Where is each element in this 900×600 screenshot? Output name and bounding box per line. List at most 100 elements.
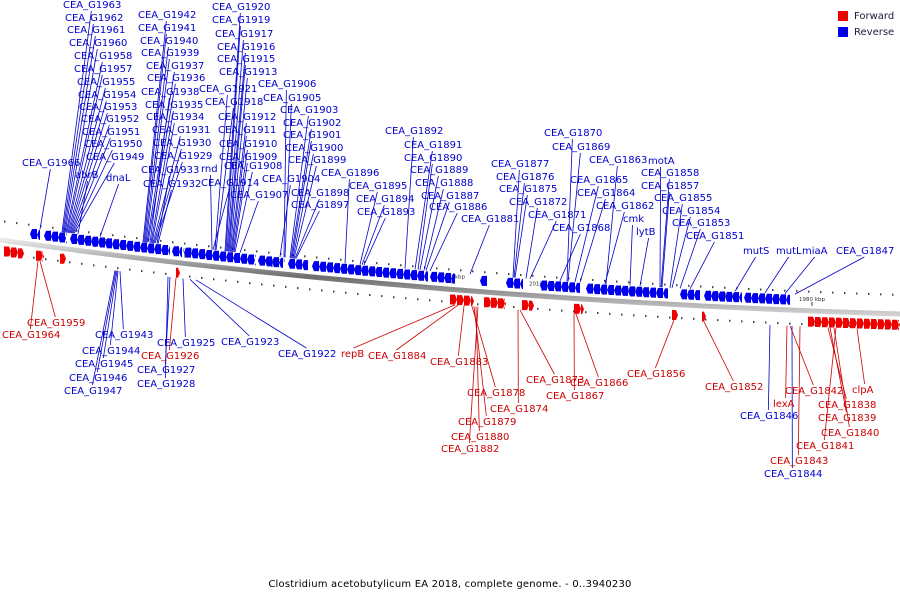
reverse-gene	[179, 247, 182, 258]
forward-gene-label: repB	[341, 349, 364, 360]
minor-tick	[669, 316, 671, 319]
minor-tick	[225, 279, 227, 282]
reverse-gene-leader	[224, 12, 241, 252]
forward-gene-leader	[168, 277, 177, 351]
reverse-gene-label: CEA_G1881	[461, 214, 519, 225]
reverse-gene-label: CEA_G1951	[82, 127, 140, 138]
minor-tick	[532, 274, 534, 277]
reverse-gene-label: CEA_G1910	[219, 139, 277, 150]
reverse-gene	[65, 233, 67, 244]
reverse-gene-label: CEA_G1890	[404, 153, 462, 164]
reverse-gene	[480, 275, 487, 286]
reverse-gene-leader	[233, 162, 248, 253]
reverse-gene-label: CEA_G1923	[221, 337, 279, 348]
reverse-gene-leader	[227, 52, 246, 252]
reverse-gene	[382, 267, 389, 278]
forward-gene-label: CEA_G1867	[546, 391, 604, 402]
reverse-gene	[319, 261, 326, 272]
forward-gene	[498, 298, 505, 309]
minor-tick	[429, 299, 431, 302]
minor-tick	[273, 284, 275, 287]
reverse-gene	[424, 271, 428, 282]
reverse-gene-leader	[361, 204, 385, 265]
minor-tick	[856, 292, 858, 295]
genome-caption: Clostridium acetobutylicum EA 2018, comp…	[268, 579, 632, 590]
minor-tick	[76, 229, 78, 232]
forward-gene	[464, 295, 471, 306]
minor-tick	[484, 271, 486, 274]
reverse-gene-leader	[232, 149, 248, 253]
reverse-gene-leader	[292, 153, 314, 259]
minor-tick	[729, 319, 731, 322]
reverse-gene-label: CEA_G1858	[641, 168, 699, 179]
reverse-gene	[191, 248, 198, 259]
reverse-gene-label: CEA_G1960	[69, 38, 127, 49]
reverse-gene-label: CEA_G1942	[138, 10, 196, 21]
minor-tick	[549, 308, 551, 311]
reverse-gene	[279, 257, 283, 268]
forward-gene	[18, 248, 24, 259]
reverse-gene-label: CEA_G1904	[262, 174, 320, 185]
reverse-gene	[84, 235, 91, 246]
reverse-gene-leader	[164, 276, 169, 379]
minor-tick	[693, 317, 695, 320]
minor-tick	[220, 246, 222, 249]
reverse-gene	[212, 250, 219, 261]
forward-gene	[176, 267, 180, 278]
reverse-gene-label: CEA_G1853	[672, 218, 730, 229]
reverse-gene	[368, 266, 375, 277]
reverse-gene	[403, 269, 410, 280]
forward-gene-label: CEA_G1878	[467, 388, 525, 399]
reverse-gene-leader	[226, 39, 244, 252]
minor-tick	[333, 290, 335, 293]
reverse-gene-label: CEA_G1937	[146, 61, 204, 72]
reverse-gene-label: CEA_G1847	[836, 246, 894, 257]
reverse-gene-label: CEA_G1917	[215, 29, 273, 40]
reverse-gene-leader	[429, 212, 458, 272]
reverse-gene-leader	[68, 100, 107, 234]
reverse-gene-label: CEA_G1949	[86, 152, 144, 163]
reverse-gene-label: CEA_G1887	[421, 191, 479, 202]
minor-tick	[165, 272, 167, 275]
reverse-gene	[663, 288, 668, 299]
reverse-gene-label: CEA_G1925	[157, 338, 215, 349]
minor-tick	[700, 285, 702, 288]
minor-tick	[784, 289, 786, 292]
forward-gene-leader	[856, 328, 865, 385]
reverse-gene	[112, 239, 119, 250]
forward-gene	[491, 297, 498, 308]
reverse-gene-leader	[414, 150, 433, 270]
forward-gene-label: CEA_G1839	[818, 413, 876, 424]
genome-backbone	[0, 237, 900, 317]
minor-tick	[112, 234, 114, 237]
reverse-gene-label: CEA_G1921	[199, 84, 257, 95]
reverse-gene-label: CEA_G1928	[137, 379, 195, 390]
reverse-gene	[226, 252, 233, 263]
reverse-gene-label: CEA_G1929	[154, 151, 212, 162]
minor-tick	[136, 237, 138, 240]
reverse-gene	[172, 246, 179, 257]
reverse-gene	[30, 228, 37, 239]
reverse-gene-leader	[514, 194, 528, 278]
reverse-gene-leader	[289, 115, 309, 258]
minor-tick	[513, 306, 515, 309]
reverse-gene-leader	[291, 140, 312, 259]
reverse-gene	[105, 238, 112, 249]
forward-gene-label: CEA_G1879	[458, 417, 516, 428]
forward-gene	[574, 303, 581, 314]
reverse-gene-label: CEA_G1864	[577, 188, 635, 199]
minor-tick	[321, 289, 323, 292]
reverse-gene-leader	[73, 162, 115, 234]
minor-tick	[388, 263, 390, 266]
reverse-gene-leader	[228, 64, 246, 252]
minor-tick	[537, 307, 539, 310]
reverse-gene-label: CEA_G1920	[212, 2, 270, 13]
reverse-gene-leader	[63, 35, 96, 233]
reverse-gene-leader	[66, 74, 103, 233]
reverse-gene-leader	[660, 178, 670, 288]
reverse-gene-label: CEA_G1889	[410, 165, 468, 176]
reverse-gene-leader	[605, 165, 618, 284]
reverse-gene-leader	[149, 97, 170, 243]
forward-gene-label: CEA_G1880	[451, 432, 509, 443]
reverse-gene-leader	[189, 278, 250, 337]
